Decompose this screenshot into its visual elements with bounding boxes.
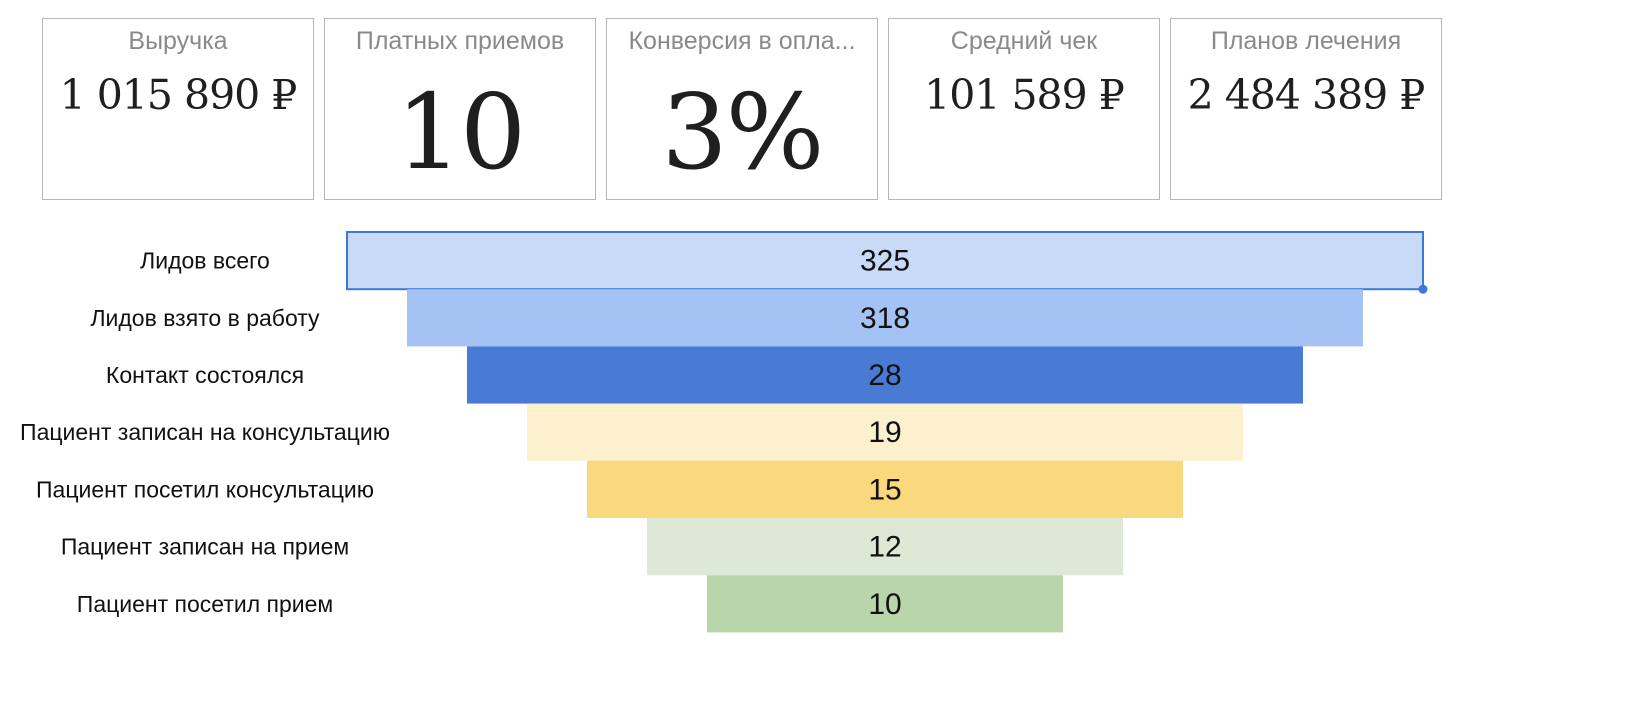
kpi-value-payment-conversion: 3% xyxy=(661,71,825,193)
kpi-card-revenue[interactable]: Выручка 1 015 890 ₽ xyxy=(42,18,314,200)
funnel-value-label: 318 xyxy=(860,302,910,335)
kpi-card-average-check[interactable]: Средний чек 101 589 ₽ xyxy=(888,18,1160,200)
funnel-stage-label: Пациент посетил консультацию xyxy=(36,476,374,502)
funnel-value-label: 19 xyxy=(868,416,901,449)
funnel-stage-label: Пациент посетил прием xyxy=(77,591,333,617)
funnel-bar[interactable] xyxy=(527,403,1243,461)
funnel-value-label: 10 xyxy=(868,588,901,621)
funnel-value-label: 15 xyxy=(868,473,901,506)
funnel-value-label: 325 xyxy=(860,245,910,278)
kpi-card-treatment-plans[interactable]: Планов лечения 2 484 389 ₽ xyxy=(1170,18,1442,200)
kpi-card-payment-conversion[interactable]: Конверсия в опла... 3% xyxy=(606,18,878,200)
funnel-bar[interactable] xyxy=(587,460,1183,518)
funnel-stage-label: Пациент записан на консультацию xyxy=(20,419,390,445)
kpi-value-paid-appointments: 10 xyxy=(395,71,526,193)
funnel-stage-label: Лидов взято в работу xyxy=(90,305,320,331)
funnel-bar[interactable] xyxy=(707,575,1063,633)
funnel-value-label: 28 xyxy=(868,359,901,392)
funnel-bar[interactable] xyxy=(647,518,1123,576)
funnel-bar[interactable] xyxy=(347,232,1423,290)
funnel-stage-label: Лидов всего xyxy=(140,248,270,274)
kpi-value-average-check: 101 589 ₽ xyxy=(924,71,1125,119)
funnel-stage-label: Пациент записан на прием xyxy=(61,534,349,560)
funnel-value-label: 12 xyxy=(868,531,901,564)
funnel-bar[interactable] xyxy=(467,346,1303,404)
kpi-value-treatment-plans: 2 484 389 ₽ xyxy=(1187,71,1426,119)
kpi-card-paid-appointments[interactable]: Платных приемов 10 xyxy=(324,18,596,200)
resize-handle[interactable] xyxy=(1418,284,1428,294)
funnel-bar[interactable] xyxy=(407,289,1363,347)
funnel-stage-label: Контакт состоялся xyxy=(106,362,304,388)
kpi-value-revenue: 1 015 890 ₽ xyxy=(59,71,298,119)
